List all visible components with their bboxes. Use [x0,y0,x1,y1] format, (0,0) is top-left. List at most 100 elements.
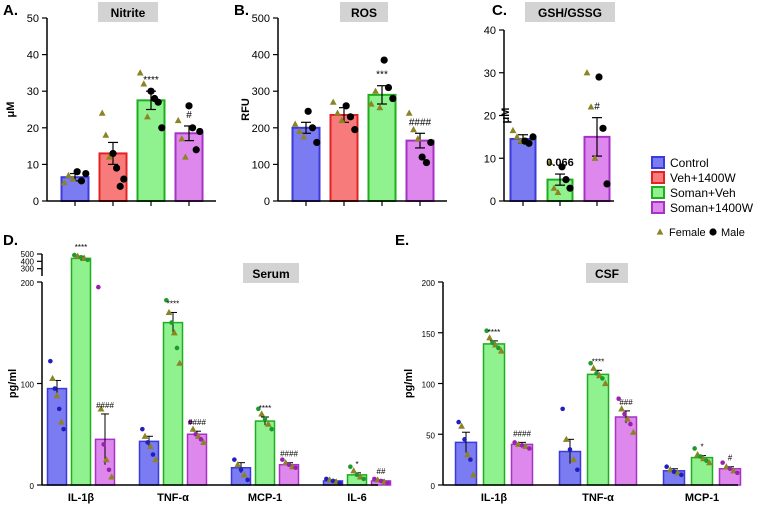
male-point [418,153,426,161]
male-point [73,168,81,176]
female-point [98,109,106,116]
bar-soman-veh [367,93,397,202]
data-point [570,456,578,463]
male-point [82,169,90,178]
data-point [101,442,106,447]
data-point [492,341,499,348]
data-point [53,392,61,399]
data-point [330,478,336,484]
data-point [594,371,599,376]
y-axis-tick-label: 100 [21,381,35,390]
y-axis-upper-tick-label: 500 [21,250,35,259]
male-point [422,158,431,167]
female-point [144,113,151,120]
data-point [152,456,160,463]
significance-label: #### [280,450,298,459]
data-point [512,440,517,445]
data-point [735,470,740,476]
data-point [164,297,169,303]
male-point [308,124,317,132]
data-point [102,456,110,463]
male-point [595,73,603,81]
significance-label: #### [409,117,432,128]
data-point [52,386,58,391]
y-axis-tick-label: 10 [484,153,496,165]
panel-label: B. [234,2,249,19]
female-point [338,116,346,124]
male-point [342,102,350,110]
data-point [269,426,274,432]
male-point [599,124,607,132]
y-axis-tick-label: 30 [484,68,496,80]
female-point [291,120,299,127]
data-point [165,308,173,316]
bar-soman-veh [482,343,506,486]
data-point [567,447,573,452]
data-point [372,476,377,482]
data-point [600,376,605,381]
legend-swatch [651,171,665,184]
data-point [464,450,471,458]
data-point [350,467,358,474]
significance-label: 0.066 [546,157,574,169]
data-point [56,406,62,412]
female-point [414,135,422,142]
data-point [256,406,261,412]
y-axis-tick-label: 0 [490,196,496,208]
data-point [671,469,677,475]
data-point [106,467,112,473]
data-point [324,476,329,482]
male-point [525,139,533,147]
data-point [705,459,713,466]
female-point [367,100,375,107]
bar-soman-1400w [405,139,435,202]
significance-label: #### [513,429,531,438]
male-point [346,113,355,121]
y-axis-tick-label: 20 [27,123,39,135]
male-point [389,94,397,103]
data-point [176,359,184,366]
significance-label: # [186,110,192,121]
significance-label: ### [619,398,633,407]
data-point [174,345,180,351]
female-point [300,133,308,140]
y-axis-tick-label: 300 [252,86,270,98]
data-point [468,457,473,462]
female-point [106,153,113,160]
y-axis-tick-label: 10 [27,159,39,171]
significance-label: **** [488,328,500,337]
bar-soman-1400w [174,132,204,202]
y-axis-tick-label: 400 [252,50,270,62]
data-point [720,460,725,465]
significance-label: #### [96,401,114,410]
data-point [232,457,237,462]
male-point [77,177,86,185]
y-axis-tick-label: 200 [252,123,270,135]
data-point [49,374,56,382]
data-point [146,442,154,450]
data-point [575,467,580,473]
data-point [616,396,621,402]
significance-label: # [728,454,733,463]
data-point [458,422,465,429]
y-axis-tick-label: 100 [252,159,270,171]
significance-label: *** [376,70,388,81]
male-point [566,184,574,192]
data-point [588,360,593,366]
x-category-label: TNF-α [157,492,189,504]
significance-label: **** [167,299,179,308]
data-point [628,421,633,427]
data-point [234,461,242,468]
data-point [198,437,204,442]
bar-control [46,387,68,486]
data-point [348,464,353,470]
significance-label: * [700,443,703,452]
male-point [109,149,117,158]
panel-label: E. [395,232,409,249]
significance-label: **** [75,243,87,252]
data-point [519,443,525,448]
legend-label: Soman+Veh [670,186,736,200]
y-axis-label: μM [500,108,512,124]
male-point [313,138,321,147]
male-point [558,163,566,171]
